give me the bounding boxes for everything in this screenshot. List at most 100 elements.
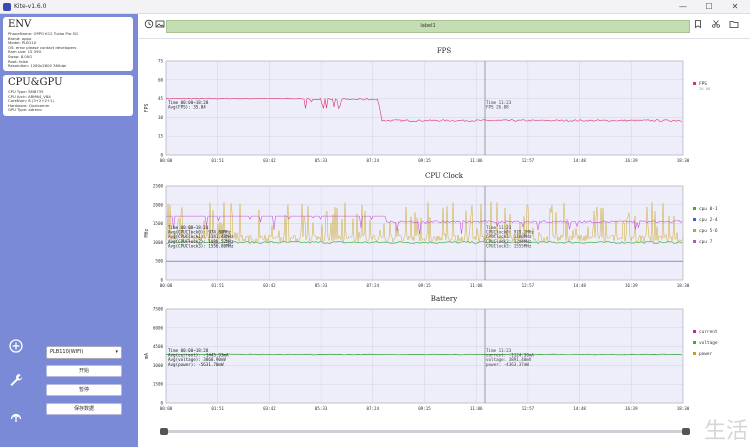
legend-label: FPS (699, 81, 707, 87)
env-line: Ram size: 15.39G (8, 50, 42, 55)
legend-label: power (699, 352, 713, 357)
y-axis-label: FPS (144, 103, 150, 112)
x-tick-label: 12:57 (522, 406, 535, 411)
timeline-slider[interactable] (160, 427, 690, 436)
cpu-line: CPU Type: SM8735 (8, 90, 44, 94)
y-tick-label: 75 (158, 59, 164, 64)
cpu-chart-title: CPU Clock (424, 172, 464, 180)
x-tick-label: 00:00 (160, 158, 173, 163)
info-right-text: CPUClock3: 1555MHz (486, 243, 532, 248)
window-title: Kite-v1.6.0 (14, 3, 47, 10)
add-icon[interactable] (7, 337, 25, 355)
x-tick-label: 00:00 (160, 406, 173, 411)
device-select-value: PLB110(WIFI) (50, 349, 84, 355)
x-tick-label: 18:30 (677, 406, 690, 411)
chart-panel: 0 500 1000 1500 2000 2500 00:00 01:51 03:42 05:33… (144, 184, 718, 289)
watermark: 生活 (703, 419, 748, 444)
info-right-text: FPS 26.08 (486, 105, 509, 110)
title-bar: Kite-v1.6.0 — ☐ ✕ (0, 0, 750, 14)
x-tick-label: 09:15 (418, 283, 431, 288)
info-left-text: Time 00:00~18:28 (168, 100, 209, 105)
info-right-text: CPUClock2: 1344MHz (486, 239, 532, 244)
x-tick-label: 05:33 (315, 406, 328, 411)
device-select[interactable]: PLB110(WIFI) ▾ (46, 346, 122, 359)
x-tick-label: 14:48 (573, 158, 586, 163)
y-tick-label: 500 (155, 259, 163, 264)
legend-label: cpu 2-4 (699, 217, 718, 223)
x-tick-label: 07:24 (366, 158, 379, 163)
y-tick-label: 0 (160, 278, 163, 283)
x-tick-label: 16:39 (625, 283, 638, 288)
info-left-text: Avg(current): -1445.93mA (168, 353, 229, 358)
maximize-button[interactable]: ☐ (705, 2, 713, 11)
legend-swatch (693, 207, 696, 210)
cpu-line: CPU Arch: ARM64_V8A (8, 94, 51, 99)
info-left-text: Time 00:00~18:28 (168, 225, 209, 230)
legend-sub-label: 28.08 (699, 86, 711, 91)
x-tick-label: 14:48 (573, 283, 586, 288)
start-button[interactable]: 开始 (46, 365, 122, 377)
y-tick-label: 7500 (153, 307, 164, 312)
legend-label: cpu 7 (699, 239, 713, 245)
pause-button[interactable]: 暂停 (46, 384, 122, 396)
env-line: Model: PLB110 (8, 41, 37, 46)
info-right-text: Time 11:23 (486, 225, 512, 230)
x-tick-label: 09:15 (418, 158, 431, 163)
x-tick-label: 18:30 (677, 158, 690, 163)
close-button[interactable]: ✕ (731, 2, 739, 11)
y-tick-label: 1500 (153, 382, 164, 387)
x-tick-label: 11:06 (470, 158, 483, 163)
folder-icon[interactable] (729, 19, 739, 29)
slider-right-handle[interactable] (682, 428, 690, 435)
image-icon[interactable] (155, 19, 165, 29)
cpu-0-1-series-line (165, 240, 683, 244)
y-tick-label: 1000 (153, 240, 164, 245)
upload-icon[interactable] (7, 407, 25, 425)
battery-chart-title: Battery (430, 295, 458, 303)
x-tick-label: 05:33 (315, 158, 328, 163)
y-tick-label: 3000 (153, 363, 164, 368)
bookmark-icon[interactable] (693, 19, 703, 29)
y-tick-label: 45 (158, 96, 164, 101)
toolbar-label: label1 (166, 20, 690, 33)
x-tick-label: 18:30 (677, 283, 690, 288)
save-data-button[interactable]: 保存数据 (46, 403, 122, 415)
info-right-text: CPUClock1: 1180MHz (486, 234, 532, 239)
legend-label: current (699, 329, 718, 335)
info-left-text: Avg(CPUClock1): 1141.48MHz (168, 234, 234, 239)
slider-left-handle[interactable] (160, 428, 168, 435)
cpu-gpu-card: CPU&GPU CPU Type: SM8735 CPU Arch: ARM64… (3, 75, 133, 116)
x-tick-label: 01:51 (211, 283, 224, 288)
legend-swatch (693, 341, 696, 344)
cpu-line: GPU Type: adreno (8, 108, 42, 113)
app-logo-icon (3, 3, 11, 11)
info-left-text: Avg(FPS): 35.04 (168, 105, 206, 110)
env-line: Swap: 8.00G (8, 54, 33, 59)
minimize-button[interactable]: — (679, 2, 687, 11)
scissors-icon[interactable] (711, 19, 721, 29)
x-tick-label: 07:24 (366, 406, 379, 411)
cpu-7-series-line (166, 215, 683, 235)
info-left-text: Avg(power): -5631.70mW (168, 362, 224, 367)
info-right-text: current: -1124.30mA (486, 353, 534, 358)
sidebar: ENV PhoneName: OPPO K12 Turbo Pro 5G Bra… (0, 14, 138, 447)
info-right-text: Time 11:23 (486, 348, 512, 353)
x-tick-label: 12:57 (522, 283, 535, 288)
cpu-gpu-title: CPU&GPU (8, 77, 63, 88)
x-tick-label: 01:51 (211, 406, 224, 411)
clock-icon[interactable] (144, 19, 154, 29)
env-card: ENV PhoneName: OPPO K12 Turbo Pro 5G Bra… (3, 17, 133, 71)
fps-series-line (165, 97, 683, 122)
info-left-text: Time 00:00~18:28 (168, 348, 209, 353)
legend-swatch (693, 352, 696, 355)
chart-panel: 0 1500 3000 4500 6000 7500 00:00 01:51 03:42 05:3… (144, 307, 718, 412)
x-tick-label: 14:48 (573, 406, 586, 411)
y-tick-label: 2000 (153, 202, 164, 207)
wrench-icon[interactable] (7, 371, 25, 389)
env-line: Root: false (8, 59, 29, 64)
x-tick-label: 05:33 (315, 283, 328, 288)
x-tick-label: 03:42 (263, 406, 276, 411)
env-line: Brand: oppo (8, 36, 32, 41)
env-line: Resolution: 1280x2800 360dpi (8, 64, 67, 69)
legend-swatch (693, 229, 696, 232)
